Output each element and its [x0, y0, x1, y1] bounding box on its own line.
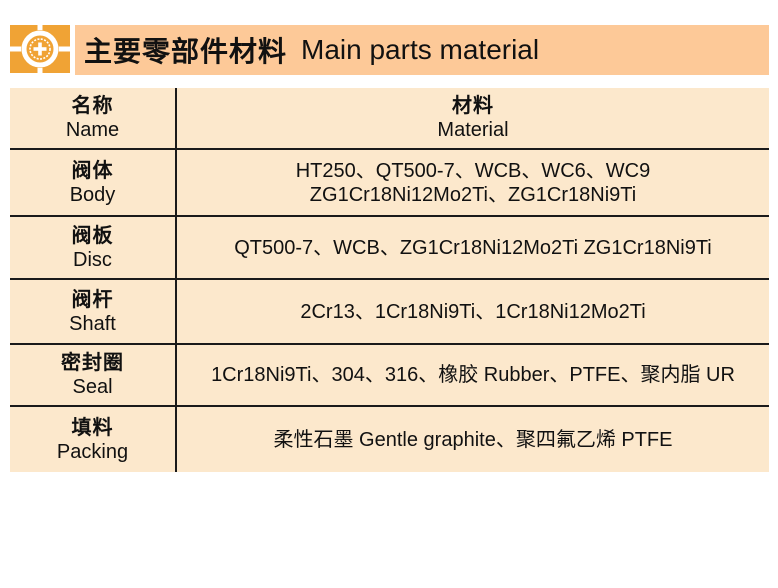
name-cell: 密封圈 Seal	[10, 345, 177, 405]
name-cell: 填料 Packing	[10, 407, 177, 472]
name-cell: 阀板 Disc	[10, 217, 177, 278]
page-title-zh: 主要零部件材料	[84, 36, 288, 67]
part-name-zh: 填料	[71, 416, 114, 439]
table-row-disc: 阀板 Disc QT500-7、WCB、ZG1Cr18Ni12Mo2Ti ZG1…	[10, 215, 769, 278]
material-cell: 1Cr18Ni9Ti、304、316、橡胶 Rubber、PTFE、聚内脂 UR	[177, 345, 769, 405]
material-line: 柔性石墨 Gentle graphite、聚四氟乙烯 PTFE	[273, 428, 673, 451]
name-cell: 阀体 Body	[10, 150, 177, 215]
part-name-zh: 阀体	[71, 159, 114, 182]
material-line: QT500-7、WCB、ZG1Cr18Ni12Mo2Ti ZG1Cr18Ni9T…	[234, 236, 712, 259]
materials-table: 名称 Name 材料 Material 阀体 Body HT250、QT500-…	[10, 88, 769, 472]
company-logo	[10, 25, 70, 73]
material-cell: 柔性石墨 Gentle graphite、聚四氟乙烯 PTFE	[177, 407, 769, 472]
part-name-zh: 阀板	[71, 224, 114, 247]
table-row-seal: 密封圈 Seal 1Cr18Ni9Ti、304、316、橡胶 Rubber、PT…	[10, 343, 769, 405]
material-cell: 2Cr13、1Cr18Ni9Ti、1Cr18Ni12Mo2Ti	[177, 280, 769, 343]
material-cell: QT500-7、WCB、ZG1Cr18Ni12Mo2Ti ZG1Cr18Ni9T…	[177, 217, 769, 278]
part-name-en: Disc	[73, 248, 112, 271]
material-cell: HT250、QT500-7、WCB、WC6、WC9 ZG1Cr18Ni12Mo2…	[177, 150, 769, 215]
part-name-zh: 密封圈	[61, 352, 124, 374]
part-name-en: Shaft	[69, 312, 116, 335]
table-row-shaft: 阀杆 Shaft 2Cr13、1Cr18Ni9Ti、1Cr18Ni12Mo2Ti	[10, 278, 769, 343]
logo-crosshair-icon	[10, 25, 70, 73]
header-name-en: Name	[65, 119, 120, 141]
material-line: 1Cr18Ni9Ti、304、316、橡胶 Rubber、PTFE、聚内脂 UR	[211, 364, 735, 386]
header-material-cell: 材料 Material	[177, 88, 769, 148]
header-name-zh: 名称	[71, 95, 114, 117]
header-material-en: Material	[437, 119, 509, 141]
part-name-en: Seal	[72, 376, 113, 398]
part-name-en: Packing	[56, 440, 129, 463]
table-row-body: 阀体 Body HT250、QT500-7、WCB、WC6、WC9 ZG1Cr1…	[10, 148, 769, 215]
header-material-zh: 材料	[452, 95, 494, 117]
part-name-zh: 阀杆	[71, 288, 114, 311]
name-cell: 阀杆 Shaft	[10, 280, 177, 343]
material-line: ZG1Cr18Ni12Mo2Ti、ZG1Cr18Ni9Ti	[309, 183, 637, 206]
table-header-row: 名称 Name 材料 Material	[10, 88, 769, 148]
part-name-en: Body	[69, 183, 116, 206]
header-name-cell: 名称 Name	[10, 88, 177, 148]
page-title-en: Main parts material	[301, 34, 540, 65]
page-title: 主要零部件材料 Main parts material	[75, 25, 769, 75]
material-line: 2Cr13、1Cr18Ni9Ti、1Cr18Ni12Mo2Ti	[300, 300, 646, 323]
table-row-packing: 填料 Packing 柔性石墨 Gentle graphite、聚四氟乙烯 PT…	[10, 405, 769, 472]
material-line: HT250、QT500-7、WCB、WC6、WC9	[295, 159, 651, 182]
